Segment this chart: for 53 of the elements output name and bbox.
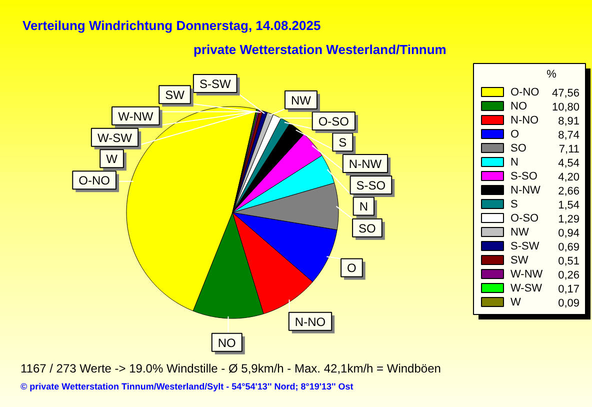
data-label: 0,26	[558, 270, 580, 282]
slice-label: NW	[291, 93, 312, 108]
legend-label: W	[510, 296, 522, 308]
data-label: 8,74	[558, 130, 580, 142]
legend-label: S-SW	[510, 240, 540, 252]
chart-title: Verteilung Windrichtung Donnerstag, 14.08.2025	[22, 18, 321, 33]
legend-label: O-NO	[510, 86, 540, 98]
data-label: 0,69	[558, 242, 580, 254]
slice-label: N-NO	[294, 314, 326, 329]
data-label: 1,54	[558, 200, 580, 212]
legend-label: N	[510, 156, 518, 168]
data-label: 47,56	[552, 88, 580, 100]
legend-label: S	[510, 198, 518, 210]
slice-label: SO	[358, 221, 376, 236]
text: © private Wetterstation Tinnum/Westerland/Sylt - 54°54'13'' Nord; 8°19'13'' Ost	[20, 382, 354, 392]
legend-label: NW	[510, 226, 530, 238]
data-label: 2,66	[558, 186, 580, 198]
data-label: 0,09	[558, 298, 580, 310]
legend-label: SO	[510, 142, 527, 154]
legend-label: N-NO	[510, 114, 540, 126]
legend-label: N-NW	[510, 184, 542, 196]
legend-label: W-NW	[510, 268, 544, 280]
data-label: 0,17	[558, 284, 580, 296]
slice-label: N	[359, 200, 368, 214]
data-label: 1,29	[558, 214, 580, 226]
legend-label: S-SO	[510, 170, 538, 182]
slice-label: O-NO	[78, 174, 110, 188]
slice-label: W	[106, 152, 118, 166]
text: 1167 / 273 Werte -> 19.0% Windstille - Ø 5,9km/h - Max. 42,1km/h = Windböen	[20, 362, 441, 376]
data-label: 10,80	[552, 102, 580, 114]
data-label: 8,91	[558, 116, 580, 128]
data-label: 4,20	[558, 172, 580, 184]
slice-label: SW	[165, 88, 186, 102]
legend-label: O-SO	[510, 212, 540, 224]
slice-label: S-SO	[356, 178, 386, 193]
legend-label: W-SW	[510, 282, 543, 294]
slice-label: N-NW	[348, 156, 382, 171]
slice-label: O	[347, 261, 356, 276]
slice-label: W-NW	[118, 109, 154, 124]
slice-label: NO	[218, 336, 236, 350]
legend-label: SW	[510, 254, 529, 266]
data-label: 4,54	[558, 158, 580, 170]
slice-label: O-SO	[318, 114, 350, 129]
legend-label: NO	[510, 100, 528, 112]
legend-label: O	[510, 128, 520, 140]
data-label: 7,11	[558, 144, 580, 156]
slice-label: S-SW	[199, 76, 232, 91]
legend-title: %	[546, 68, 557, 80]
chart-subtitle: private Wetterstation Westerland/Tinnum	[194, 42, 446, 57]
slice-label: S	[338, 136, 347, 150]
slice-label: W-SW	[98, 130, 133, 145]
data-label: 0,51	[558, 256, 580, 268]
data-label: 0,94	[558, 228, 580, 240]
